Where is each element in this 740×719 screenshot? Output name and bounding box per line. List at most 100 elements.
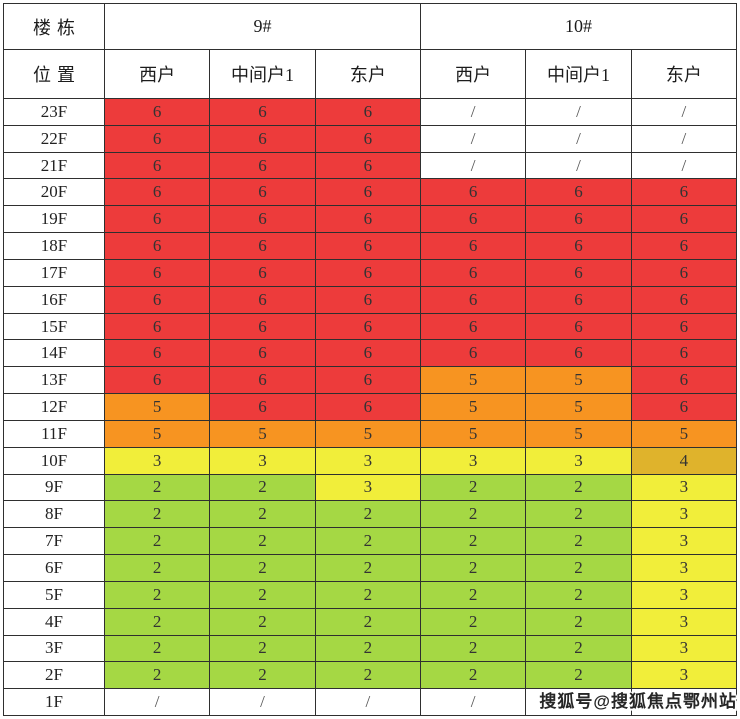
- grade-cell: 5: [421, 394, 526, 420]
- grade-cell: 2: [526, 635, 631, 662]
- grade-cell: 2: [315, 635, 420, 662]
- grade-cell: 3: [315, 447, 420, 474]
- floor-label: 17F: [4, 259, 104, 286]
- grade-cell: 3: [315, 474, 420, 501]
- grade-cell: /: [315, 689, 420, 715]
- floor-label: 16F: [4, 286, 104, 313]
- floor-label: 4F: [4, 608, 104, 635]
- floor-label: 19F: [4, 206, 104, 233]
- grade-cell: 2: [421, 501, 526, 528]
- corner-position-label: 位置: [4, 50, 104, 98]
- grade-cell: 2: [105, 608, 210, 635]
- grade-cell: 6: [631, 394, 736, 420]
- grade-cell: 6: [105, 259, 210, 286]
- grade-cell: 6: [210, 259, 315, 286]
- grade-cell: 2: [210, 581, 315, 608]
- floor-label: 6F: [4, 555, 104, 581]
- grade-cell: 6: [315, 206, 420, 233]
- grade-cell: 6: [315, 179, 420, 206]
- grade-cell: 2: [105, 635, 210, 662]
- grade-cell: 2: [210, 474, 315, 501]
- grade-cell: [526, 689, 631, 715]
- grade-cell: 2: [526, 581, 631, 608]
- grade-cell: 5: [526, 367, 631, 394]
- floor-label: 14F: [4, 340, 104, 367]
- grade-cell: 6: [421, 233, 526, 259]
- grade-cell: 3: [631, 608, 736, 635]
- grade-cell: 2: [526, 555, 631, 581]
- grade-cell: 6: [631, 340, 736, 367]
- grade-cell: 6: [421, 259, 526, 286]
- grade-cell: 2: [526, 608, 631, 635]
- grade-cell: 2: [105, 474, 210, 501]
- grade-cell: 6: [210, 367, 315, 394]
- grade-cell: 6: [105, 152, 210, 179]
- grade-cell: 6: [105, 206, 210, 233]
- grade-cell: 6: [631, 179, 736, 206]
- floor-label: 13F: [4, 367, 104, 394]
- grade-cell: 2: [421, 474, 526, 501]
- floor-label: 22F: [4, 125, 104, 152]
- grade-cell: 2: [421, 635, 526, 662]
- grade-cell: 2: [526, 474, 631, 501]
- grade-cell: /: [631, 125, 736, 152]
- floor-label: 10F: [4, 447, 104, 474]
- grade-cell: 6: [526, 206, 631, 233]
- grade-cell: 5: [315, 420, 420, 447]
- grade-cell: 2: [315, 555, 420, 581]
- floor-label: 18F: [4, 233, 104, 259]
- grade-cell: 3: [631, 528, 736, 555]
- grade-cell: /: [631, 99, 736, 125]
- grade-cell: 6: [631, 367, 736, 394]
- grade-cell: /: [631, 152, 736, 179]
- grade-cell: 3: [631, 635, 736, 662]
- grade-cell: 6: [631, 206, 736, 233]
- grade-cell: 6: [105, 367, 210, 394]
- grade-cell: 6: [631, 233, 736, 259]
- floor-label: 5F: [4, 581, 104, 608]
- grade-cell: 6: [105, 313, 210, 340]
- grade-cell: /: [421, 125, 526, 152]
- grade-cell: 6: [315, 340, 420, 367]
- grade-cell: 2: [105, 501, 210, 528]
- grade-cell: 2: [210, 555, 315, 581]
- floor-label: 21F: [4, 152, 104, 179]
- grade-cell: 2: [421, 528, 526, 555]
- grade-cell: 3: [631, 474, 736, 501]
- grade-cell: 6: [526, 340, 631, 367]
- grade-cell: 6: [210, 233, 315, 259]
- grade-cell: 3: [631, 662, 736, 689]
- grade-cell: 2: [315, 501, 420, 528]
- grade-cell: 2: [210, 608, 315, 635]
- grade-cell: 6: [631, 313, 736, 340]
- grade-cell: 6: [421, 313, 526, 340]
- grade-cell: 2: [210, 635, 315, 662]
- grade-cell: 2: [421, 608, 526, 635]
- unit-header-10-middle: 中间户1: [526, 50, 631, 98]
- grade-cell: 2: [526, 662, 631, 689]
- grade-cell: 6: [315, 313, 420, 340]
- grade-cell: 6: [105, 179, 210, 206]
- grade-cell: 6: [421, 340, 526, 367]
- grade-cell: 6: [315, 394, 420, 420]
- grade-cell: 6: [210, 206, 315, 233]
- grade-cell: 3: [105, 447, 210, 474]
- grade-cell: 6: [105, 340, 210, 367]
- floor-label: 20F: [4, 179, 104, 206]
- grade-cell: 2: [105, 662, 210, 689]
- grade-cell: 2: [315, 662, 420, 689]
- grade-cell: 3: [210, 447, 315, 474]
- grade-cell: 2: [315, 608, 420, 635]
- grade-cell: 2: [210, 501, 315, 528]
- grade-cell: 6: [421, 206, 526, 233]
- grade-cell: 6: [526, 313, 631, 340]
- grade-cell: 6: [526, 286, 631, 313]
- floor-label: 1F: [4, 689, 104, 715]
- grade-cell: 2: [421, 555, 526, 581]
- grade-cell: 6: [210, 179, 315, 206]
- grade-cell: 6: [421, 286, 526, 313]
- grade-cell: 6: [526, 259, 631, 286]
- grade-cell: 2: [105, 555, 210, 581]
- floor-label: 9F: [4, 474, 104, 501]
